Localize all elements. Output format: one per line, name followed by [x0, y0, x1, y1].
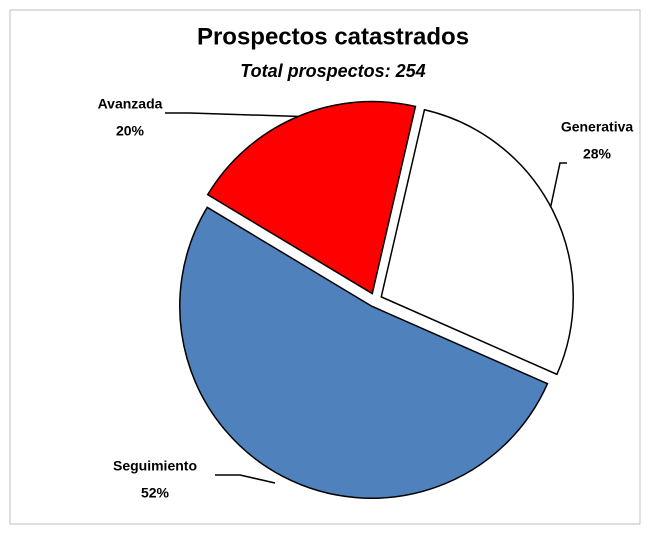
pie-slice	[206, 100, 417, 295]
slice-label: Avanzada	[98, 96, 163, 112]
leader-line	[549, 162, 567, 211]
chart-subtitle: Total prospectos: 254	[240, 61, 425, 81]
pie-slice	[380, 108, 575, 376]
slice-value-label: 20%	[116, 123, 145, 139]
slice-value-label: 28%	[583, 146, 612, 162]
pie-slice	[179, 206, 549, 499]
chart-title: Prospectos catastrados	[197, 23, 469, 50]
slice-value-label: 52%	[141, 485, 170, 501]
slice-label: Seguimiento	[113, 458, 197, 474]
slice-label: Generativa	[561, 119, 634, 135]
leader-line	[215, 474, 276, 484]
